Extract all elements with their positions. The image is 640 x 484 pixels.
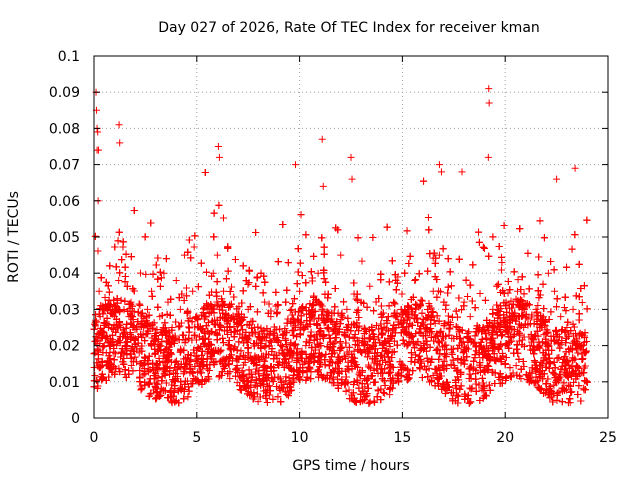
- roti-scatter-chart: 0510152025 00.010.020.030.040.050.060.07…: [0, 0, 640, 480]
- chart-root: 0510152025 00.010.020.030.040.050.060.07…: [0, 0, 640, 480]
